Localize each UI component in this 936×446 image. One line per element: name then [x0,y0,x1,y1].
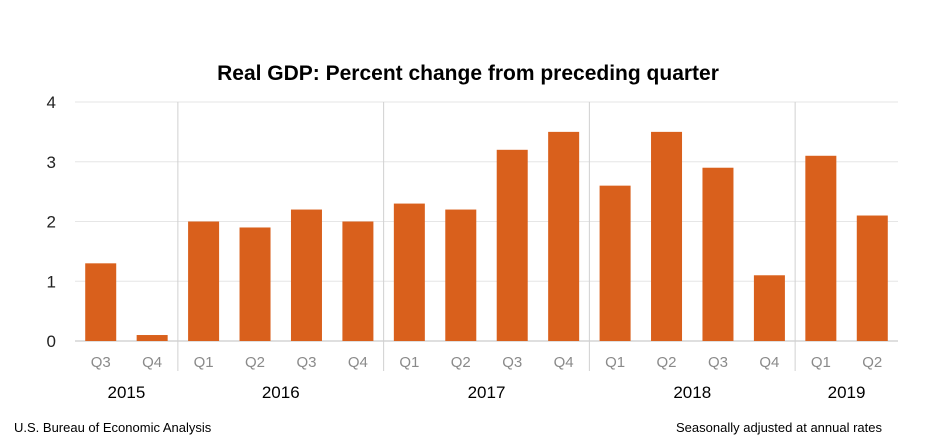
bar [393,203,425,341]
x-tick-label: Q4 [759,354,779,371]
bars [85,131,888,341]
year-label: 2017 [468,383,506,402]
bar [548,131,580,341]
year-label: 2015 [108,383,146,402]
bar [856,215,888,341]
x-tick-label: Q4 [348,354,368,371]
x-tick-label: Q3 [708,354,728,371]
bar [651,131,683,341]
x-tick-label: Q3 [91,354,111,371]
x-tick-label: Q2 [862,354,882,371]
y-tick-label: 4 [47,93,56,112]
x-tick-label: Q1 [399,354,419,371]
y-tick-label: 0 [47,332,56,351]
bar [188,221,220,341]
x-tick-label: Q1 [605,354,625,371]
bar [342,221,374,341]
x-tick-label: Q3 [296,354,316,371]
x-tick-label: Q1 [194,354,214,371]
chart-title: Real GDP: Percent change from preceding … [217,62,719,85]
bar [599,185,631,341]
x-tick-label: Q2 [451,354,471,371]
y-axis-ticks: 0 1 2 3 4 [47,93,56,351]
x-tick-label: Q4 [142,354,162,371]
year-label: 2019 [828,383,866,402]
y-tick-label: 1 [47,272,56,291]
year-label: 2016 [262,383,300,402]
x-tick-label: Q2 [245,354,265,371]
year-separators [177,102,796,371]
x-tick-label: Q3 [502,354,522,371]
bar [445,209,477,341]
bar [290,209,322,341]
x-axis-quarter-ticks: Q3 Q4 Q1 Q2 Q3 Q4 Q1 Q2 Q3 Q4 Q1 Q2 Q3 Q4 Q1 Q2 [91,354,883,371]
y-tick-label: 3 [47,153,56,172]
bar [805,155,837,341]
source-note: U.S. Bureau of Economic Analysis [14,420,212,435]
x-tick-label: Q4 [554,354,574,371]
x-tick-label: Q2 [657,354,677,371]
x-tick-label: Q1 [811,354,831,371]
y-tick-label: 2 [47,213,56,232]
bar [85,263,117,341]
bar [753,275,785,341]
bar [702,167,734,341]
seasonal-note: Seasonally adjusted at annual rates [676,420,882,435]
x-axis-year-labels: 2015 2016 2017 2018 2019 [108,383,866,402]
bar [496,149,528,341]
bar [239,227,271,341]
year-label: 2018 [673,383,711,402]
bar [136,335,168,341]
